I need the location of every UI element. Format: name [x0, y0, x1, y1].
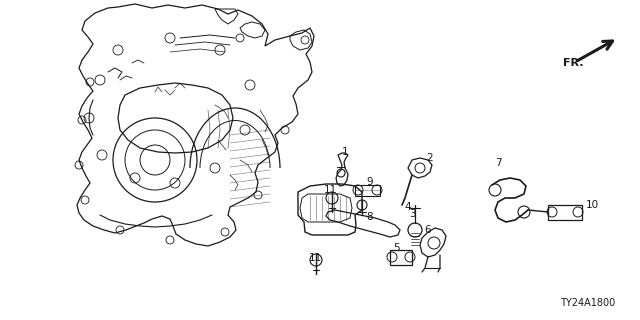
Text: 1: 1 [342, 147, 348, 157]
Text: 4: 4 [404, 202, 412, 212]
Text: TY24A1800: TY24A1800 [560, 298, 615, 308]
Text: 11: 11 [308, 253, 322, 263]
Text: 11: 11 [323, 185, 337, 195]
Text: 2: 2 [427, 153, 433, 163]
Text: 6: 6 [425, 225, 431, 235]
Text: 10: 10 [586, 200, 598, 210]
Text: FR.: FR. [563, 58, 584, 68]
Text: 9: 9 [367, 177, 373, 187]
Text: 3: 3 [409, 209, 415, 219]
Text: 8: 8 [367, 212, 373, 222]
Text: 5: 5 [394, 243, 400, 253]
Text: 7: 7 [495, 158, 501, 168]
